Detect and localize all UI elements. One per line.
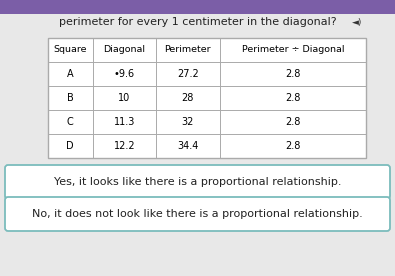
- Text: 2.8: 2.8: [285, 93, 301, 103]
- Text: 32: 32: [182, 117, 194, 127]
- Text: •9.6: •9.6: [114, 69, 135, 79]
- Text: Yes, it looks like there is a proportional relationship.: Yes, it looks like there is a proportion…: [54, 177, 341, 187]
- Text: D: D: [66, 141, 74, 151]
- Text: 34.4: 34.4: [177, 141, 199, 151]
- Text: A: A: [67, 69, 73, 79]
- Text: 12.2: 12.2: [113, 141, 135, 151]
- Bar: [48, 38, 366, 158]
- Text: No, it does not look like there is a proportional relationship.: No, it does not look like there is a pro…: [32, 209, 363, 219]
- Text: Diagonal: Diagonal: [103, 46, 145, 54]
- Text: ◄): ◄): [352, 17, 362, 26]
- Text: 11.3: 11.3: [114, 117, 135, 127]
- Text: 2.8: 2.8: [285, 69, 301, 79]
- Text: 28: 28: [182, 93, 194, 103]
- Text: B: B: [67, 93, 73, 103]
- Text: 2.8: 2.8: [285, 117, 301, 127]
- Text: Perimeter ÷ Diagonal: Perimeter ÷ Diagonal: [242, 46, 344, 54]
- Text: 10: 10: [118, 93, 130, 103]
- FancyBboxPatch shape: [5, 197, 390, 231]
- Bar: [0, 0, 395, 14]
- Text: Square: Square: [53, 46, 87, 54]
- Text: 27.2: 27.2: [177, 69, 199, 79]
- Text: C: C: [67, 117, 73, 127]
- FancyBboxPatch shape: [5, 165, 390, 199]
- Text: 2.8: 2.8: [285, 141, 301, 151]
- Text: Perimeter: Perimeter: [165, 46, 211, 54]
- Text: perimeter for every 1 centimeter in the diagonal?: perimeter for every 1 centimeter in the …: [59, 17, 336, 27]
